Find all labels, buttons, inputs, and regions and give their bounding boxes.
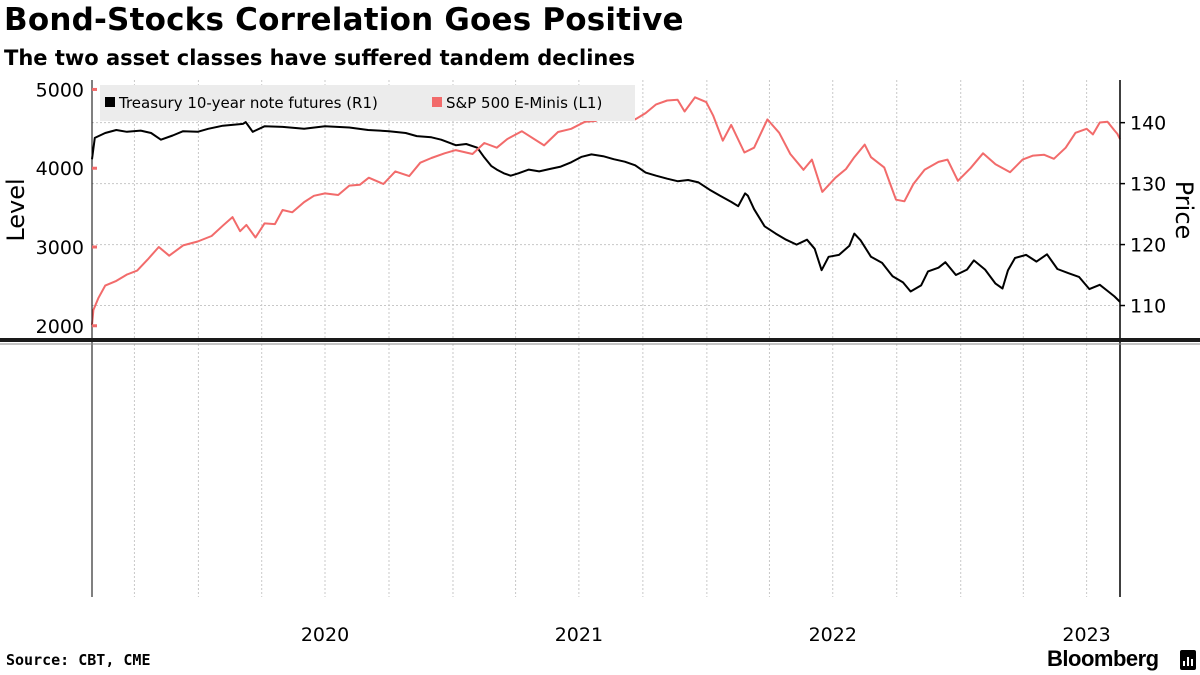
source-note: Source: CBT, CME: [6, 651, 151, 669]
grid-lines: [92, 80, 1120, 597]
legend: Treasury 10-year note futures (R1) S&P 50…: [100, 85, 635, 121]
right-axis-label: Price: [1170, 181, 1198, 240]
right-tick-label: 110: [1130, 296, 1166, 318]
x-tick-label: 2022: [809, 624, 857, 646]
legend-label-treasury: Treasury 10-year note futures (R1): [118, 94, 378, 112]
x-tick-label: 2020: [301, 624, 349, 646]
legend-swatch-sp500: [432, 97, 442, 107]
left-tick-label: 3000: [36, 237, 84, 259]
left-tick-label: 4000: [36, 158, 84, 180]
legend-swatch-treasury: [105, 97, 115, 107]
series-layer: [91, 96, 1121, 326]
bloomberg-logo: Bloomberg: [1047, 646, 1159, 671]
x-tick-label: 2021: [555, 624, 603, 646]
series-line-sp500-eminis: [91, 96, 1121, 326]
right-tick-label: 140: [1130, 113, 1166, 135]
right-tick-label: 130: [1130, 174, 1166, 196]
legend-label-sp500: S&P 500 E-Minis (L1): [446, 94, 602, 112]
panel-separator: [0, 338, 1200, 342]
chart-title: Bond-Stocks Correlation Goes Positive: [4, 2, 684, 38]
left-axis-label: Level: [2, 178, 30, 241]
x-tick-label: 2023: [1062, 624, 1110, 646]
bloomberg-chart-icon: [1180, 650, 1196, 670]
left-tick-label: 5000: [36, 79, 84, 101]
legend-box: [100, 85, 635, 121]
axes-layer: 2000 3000 4000 5000 110 120 130 140 2020 2021 2022…: [0, 79, 1200, 646]
chart-subtitle: The two asset classes have suffered tand…: [4, 46, 636, 70]
left-tick-label: 2000: [36, 316, 84, 338]
series-line-treasury-futures: [91, 121, 1121, 303]
right-tick-label: 120: [1130, 235, 1166, 257]
